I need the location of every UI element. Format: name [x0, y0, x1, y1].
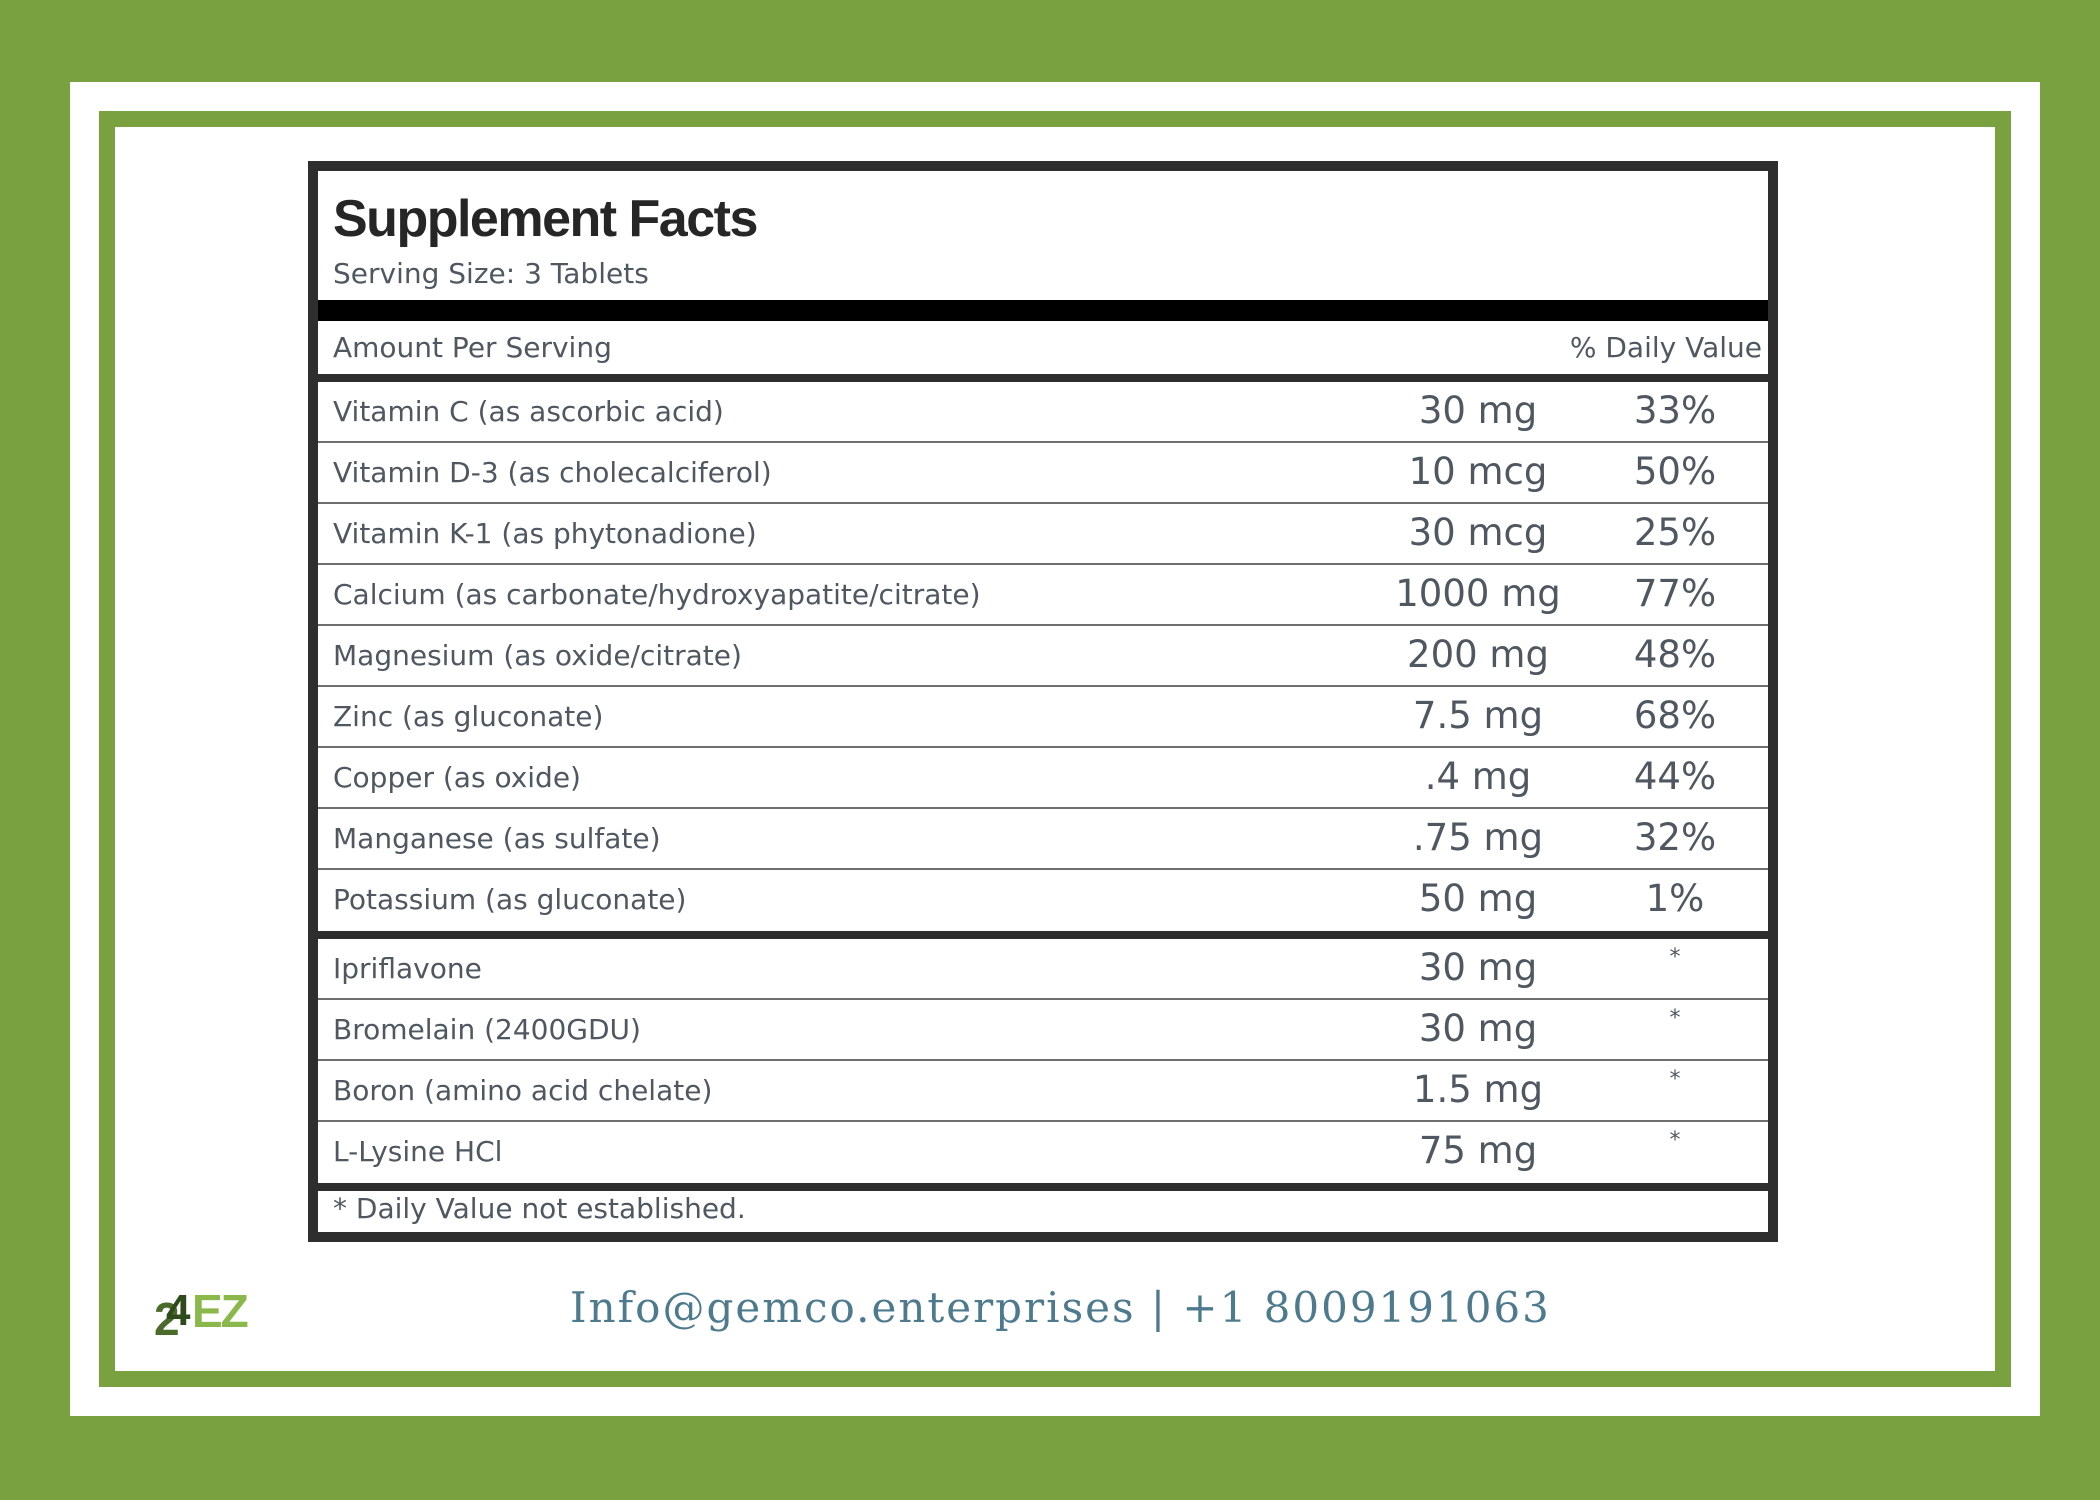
supplement-facts-label: Supplement Facts Serving Size: 3 Tablets… [308, 161, 1778, 1242]
nutrient-amount: 30 mcg [1408, 511, 1548, 554]
svg-text:4: 4 [166, 1286, 191, 1335]
ingredient-daily-value: * [1669, 1067, 1681, 1092]
serving-size: Serving Size: 3 Tablets [333, 257, 649, 290]
nutrient-name: Vitamin K-1 (as phytonadione) [333, 517, 757, 550]
nutrient-amount: 30 mg [1418, 389, 1538, 432]
nutrient-amount: 7.5 mg [1412, 694, 1544, 737]
ingredient-daily-value: * [1669, 1128, 1681, 1153]
daily-value-header: % Daily Value [1569, 331, 1762, 364]
label-header: Supplement Facts Serving Size: 3 Tablets [318, 171, 1768, 300]
nutrient-daily-value: 50% [1633, 450, 1717, 493]
label-title: Supplement Facts [333, 190, 758, 248]
nutrient-name: Vitamin C (as ascorbic acid) [333, 395, 724, 428]
table-row: Manganese (as sulfate) .75 mg 32% [318, 809, 1768, 870]
table-row: Copper (as oxide) .4 mg 44% [318, 748, 1768, 809]
table-row: Bromelain (2400GDU) 30 mg * [318, 1000, 1768, 1061]
header-divider [318, 374, 1768, 382]
table-row: Ipriflavone 30 mg * [318, 939, 1768, 1000]
table-row: Magnesium (as oxide/citrate) 200 mg 48% [318, 626, 1768, 687]
ingredient-amount: 75 mg [1418, 1129, 1538, 1172]
nutrient-daily-value: 68% [1633, 694, 1717, 737]
table-row: Vitamin K-1 (as phytonadione) 30 mcg 25% [318, 504, 1768, 565]
nutrient-name: Calcium (as carbonate/hydroxyapatite/cit… [333, 578, 981, 611]
nutrient-amount: .75 mg [1412, 816, 1544, 859]
nutrient-name: Potassium (as gluconate) [333, 883, 687, 916]
ingredient-amount: 1.5 mg [1412, 1068, 1544, 1111]
nutrient-amount: 10 mcg [1408, 450, 1548, 493]
ingredient-name: Ipriflavone [333, 952, 482, 985]
nutrient-name: Vitamin D-3 (as cholecalciferol) [333, 456, 772, 489]
ingredient-amount: 30 mg [1418, 946, 1538, 989]
nutrient-daily-value: 32% [1633, 816, 1717, 859]
table-row: L-Lysine HCl 75 mg * [318, 1122, 1768, 1183]
nutrient-amount: 200 mg [1407, 633, 1549, 676]
brand-logo: 2 4 EZ [154, 1285, 250, 1339]
ingredient-amount: 30 mg [1418, 1007, 1538, 1050]
svg-text:2: 2 [154, 1293, 180, 1339]
nutrient-table: Vitamin C (as ascorbic acid) 30 mg 33% V… [318, 382, 1768, 931]
nutrient-name: Magnesium (as oxide/citrate) [333, 639, 742, 672]
footnote-divider [318, 1183, 1768, 1191]
nutrient-daily-value: 44% [1633, 755, 1717, 798]
table-row: Vitamin D-3 (as cholecalciferol) 10 mcg … [318, 443, 1768, 504]
table-row: Vitamin C (as ascorbic acid) 30 mg 33% [318, 382, 1768, 443]
ingredient-name: L-Lysine HCl [333, 1135, 503, 1168]
nutrient-daily-value: 1% [1645, 877, 1705, 920]
ingredient-daily-value: * [1669, 945, 1681, 970]
nutrient-daily-value: 33% [1633, 389, 1717, 432]
ingredient-name: Boron (amino acid chelate) [333, 1074, 713, 1107]
nutrient-name: Zinc (as gluconate) [333, 700, 604, 733]
ingredient-name: Bromelain (2400GDU) [333, 1013, 641, 1046]
nutrient-daily-value: 25% [1633, 511, 1717, 554]
nutrient-amount: 1000 mg [1395, 572, 1561, 615]
nutrient-name: Manganese (as sulfate) [333, 822, 661, 855]
nutrient-name: Copper (as oxide) [333, 761, 581, 794]
amount-per-serving-header: Amount Per Serving [333, 331, 612, 364]
contact-info: Info@gemco.enterprises | +1 8009191063 [570, 1283, 1551, 1332]
table-row: Zinc (as gluconate) 7.5 mg 68% [318, 687, 1768, 748]
nutrient-daily-value: 77% [1633, 572, 1717, 615]
table-row: Potassium (as gluconate) 50 mg 1% [318, 870, 1768, 931]
nutrient-amount: 50 mg [1418, 877, 1538, 920]
footnote: * Daily Value not established. [333, 1192, 746, 1225]
nutrient-amount: .4 mg [1424, 755, 1532, 798]
amount-header-row: Amount Per Serving % Daily Value [318, 321, 1768, 374]
ingredient-daily-value: * [1669, 1006, 1681, 1031]
section-divider [318, 931, 1768, 939]
table-row: Calcium (as carbonate/hydroxyapatite/cit… [318, 565, 1768, 626]
nutrient-daily-value: 48% [1633, 633, 1717, 676]
thick-divider [318, 300, 1768, 321]
svg-text:EZ: EZ [192, 1285, 248, 1337]
table-row: Boron (amino acid chelate) 1.5 mg * [318, 1061, 1768, 1122]
other-ingredients-table: Ipriflavone 30 mg * Bromelain (2400GDU) … [318, 939, 1768, 1183]
